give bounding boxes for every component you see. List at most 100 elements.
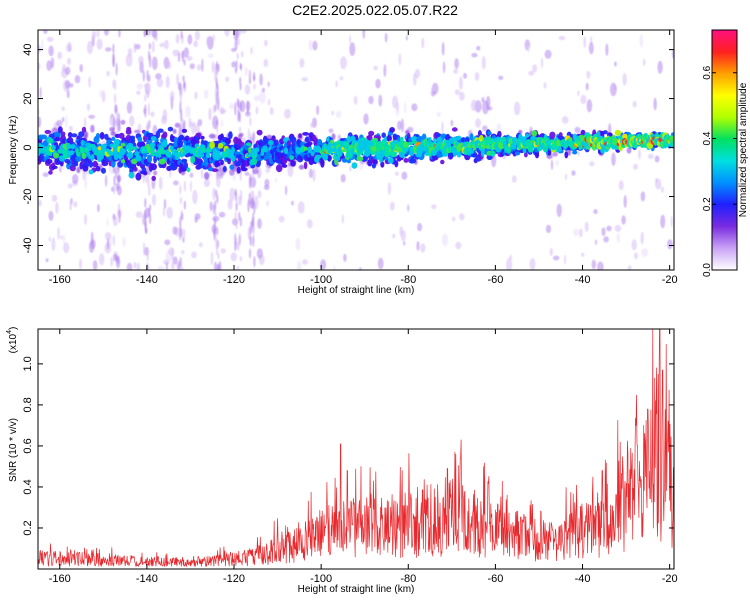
heatmap-cell [150, 163, 157, 171]
heatmap-cell [158, 158, 166, 165]
heatmap-cell [411, 103, 418, 112]
heatmap-cell [528, 70, 535, 76]
spectrogram-heatmap [38, 30, 674, 270]
heatmap-cell [631, 239, 637, 251]
heatmap-cell [572, 150, 578, 155]
heatmap-cell [194, 91, 198, 100]
heatmap-cell [481, 55, 486, 70]
heatmap-cell [400, 230, 406, 242]
heatmap-cell [51, 165, 58, 170]
heatmap-cell [69, 164, 76, 172]
heatmap-cell [308, 39, 313, 51]
heatmap-cell [407, 141, 413, 146]
heatmap-cell [126, 151, 134, 159]
heatmap-cell [110, 131, 117, 136]
heatmap-cell [115, 139, 120, 145]
heatmap-cell [183, 200, 187, 210]
heatmap-cell [171, 261, 175, 270]
heatmap-cell [621, 215, 626, 225]
heatmap-cell [51, 237, 56, 251]
heatmap-cell [217, 174, 224, 179]
heatmap-cell [440, 159, 445, 165]
heatmap-cell [61, 117, 65, 123]
snr-x-tick-label: -100 [310, 573, 332, 585]
heatmap-cell [458, 76, 463, 90]
heatmap-cell [482, 125, 488, 132]
heatmap-cell [38, 44, 41, 54]
heatmap-cell [148, 74, 151, 83]
heatmap-cell [571, 170, 576, 176]
heatmap-cell [404, 102, 407, 114]
heatmap-cell [432, 154, 439, 161]
heatmap-cell [375, 78, 381, 89]
heatmap-cell [179, 184, 182, 195]
colorbar-tick-label: 0.6 [702, 65, 713, 79]
heatmap-cell [135, 172, 142, 181]
heatmap-cell [179, 256, 182, 267]
heatmap-cell [381, 132, 387, 138]
heatmap-cell [454, 58, 459, 70]
heatmap-cell [573, 228, 579, 237]
heatmap-cell [250, 46, 253, 55]
heatmap-cell [115, 182, 119, 192]
heatmap-cell [177, 51, 181, 63]
heatmap-cell [117, 255, 120, 265]
heatmap-cell [301, 77, 309, 82]
heatmap-cell [44, 129, 52, 134]
heatmap-cell [146, 248, 149, 262]
heatmap-cell [326, 137, 330, 142]
snr-x-tick-label: -120 [223, 573, 245, 585]
heatmap-cell [545, 224, 552, 234]
heatmap-cell [241, 50, 244, 58]
heatmap-cell [392, 233, 396, 239]
heatmap-cell [335, 80, 338, 88]
heatmap-cell [78, 258, 83, 270]
heatmap-cell [231, 147, 235, 154]
heatmap-cell [363, 113, 369, 125]
heatmap-cell [578, 228, 583, 238]
heatmap-cell [239, 189, 243, 201]
heatmap-cell [133, 166, 138, 172]
spectrogram-x-tick-label: -160 [49, 274, 71, 286]
heatmap-cell [48, 236, 51, 242]
heatmap-cell [253, 83, 256, 90]
heatmap-cell [143, 210, 147, 220]
heatmap-cell [610, 82, 617, 97]
heatmap-cell [614, 61, 617, 67]
heatmap-cell [135, 154, 142, 162]
heatmap-cell [106, 238, 110, 250]
heatmap-cell [213, 261, 218, 270]
colorbar-tick-label: 0.2 [702, 197, 713, 211]
heatmap-cell [99, 90, 104, 98]
heatmap-cell [204, 172, 210, 180]
heatmap-cell [76, 151, 81, 157]
heatmap-cell [162, 207, 166, 217]
heatmap-cell [97, 30, 100, 39]
heatmap-cell [112, 53, 115, 67]
heatmap-cell [81, 126, 87, 133]
snr-x-tick-label: -140 [136, 573, 158, 585]
heatmap-cell [164, 239, 171, 246]
heatmap-cell [236, 52, 239, 60]
heatmap-cell [91, 30, 97, 39]
heatmap-cell [274, 178, 278, 183]
heatmap-cell [405, 35, 408, 41]
heatmap-cell [118, 118, 121, 126]
heatmap-cell [597, 261, 604, 270]
spectrogram-x-tick-label: -100 [310, 274, 332, 286]
heatmap-cell [671, 49, 674, 59]
heatmap-cell [213, 227, 216, 241]
heatmap-cell [335, 110, 342, 119]
heatmap-cell [165, 261, 168, 270]
heatmap-cell [513, 101, 521, 116]
heatmap-cell [126, 142, 134, 149]
heatmap-cell [640, 231, 644, 245]
heatmap-cell [394, 160, 399, 168]
snr-plot-area [38, 329, 674, 567]
heatmap-cell [403, 141, 409, 148]
heatmap-cell [194, 216, 198, 223]
heatmap-cell [307, 141, 313, 146]
heatmap-cell [149, 142, 156, 148]
heatmap-cell [257, 218, 262, 229]
heatmap-cell [167, 126, 174, 132]
